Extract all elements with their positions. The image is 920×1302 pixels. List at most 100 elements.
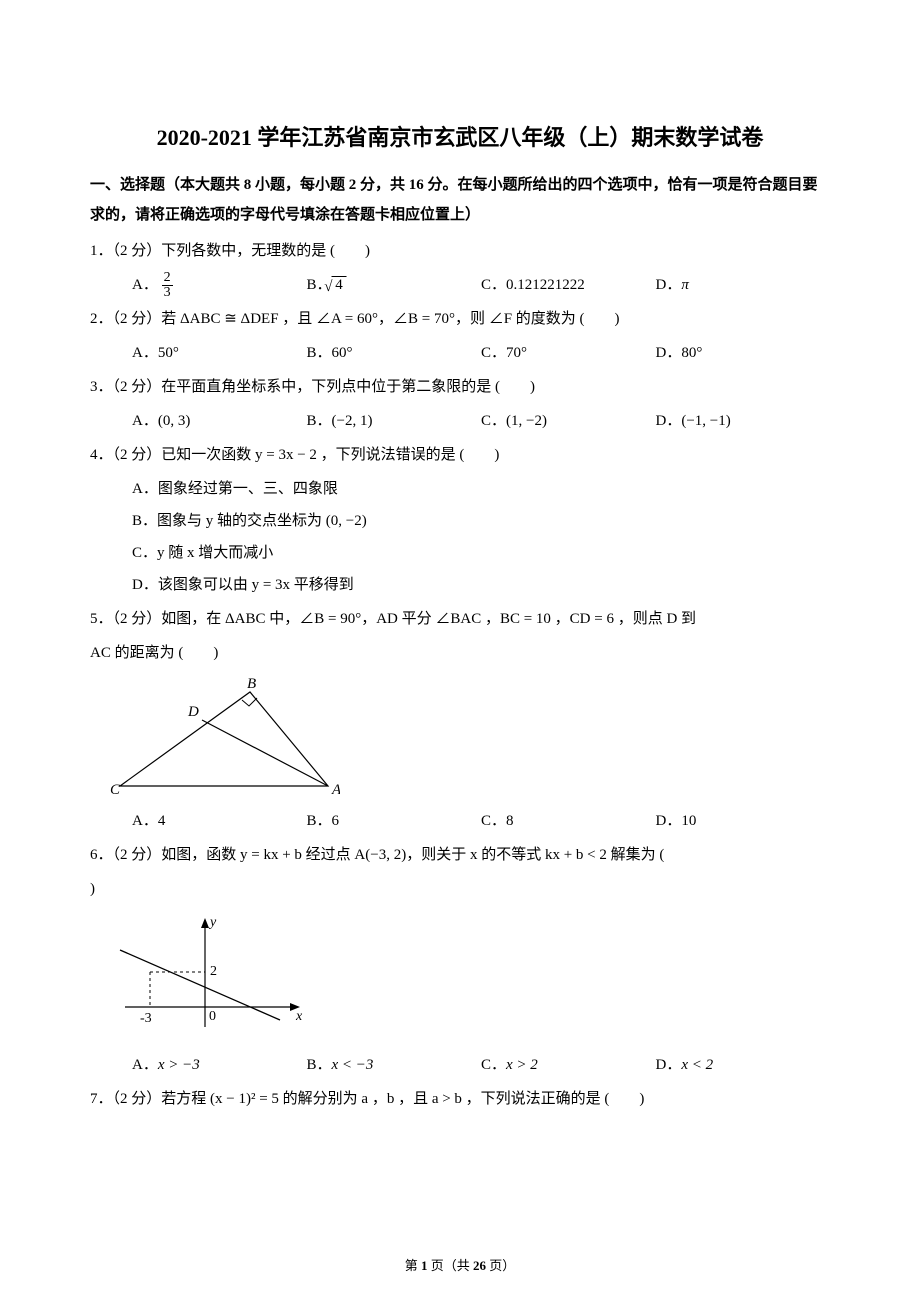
q2-options: A．50° B．60° C．70° D．80° [90, 338, 830, 368]
opt-prefix-a: A． [132, 277, 158, 293]
footer-prefix: 第 [405, 1258, 421, 1273]
opt-prefix-b: B． [307, 413, 332, 429]
q3-a-val: (0, 3) [158, 413, 191, 429]
exam-page: 2020-2021 学年江苏省南京市玄武区八年级（上）期末数学试卷 一、选择题（… [0, 0, 920, 1302]
q1-opt-c: C．0.121221222 [481, 270, 656, 300]
q5-opt-a: A．4 [132, 806, 307, 836]
q5-a-val: 4 [158, 813, 166, 829]
q6-opt-d: D．x < 2 [656, 1050, 831, 1080]
opt-prefix-d: D． [656, 277, 682, 293]
opt-prefix-c: C． [481, 1057, 506, 1073]
q2-a-val: 50° [158, 345, 179, 361]
footer-suffix: 页） [486, 1258, 515, 1273]
opt-prefix-d: D． [656, 413, 682, 429]
q1-opt-d: D．π [656, 270, 831, 300]
q4-opt-c: C．y 随 x 增大而减小 [132, 538, 830, 568]
q1-opt-a: A． 2 3 [132, 270, 307, 300]
section-1-instructions: 一、选择题（本大题共 8 小题，每小题 2 分，共 16 分。在每小题所给出的四… [90, 170, 830, 230]
q5-c-val: 8 [506, 813, 514, 829]
q2-opt-c: C．70° [481, 338, 656, 368]
q2-c-val: 70° [506, 345, 527, 361]
q3-opt-a: A．(0, 3) [132, 406, 307, 436]
opt-prefix-b: B． [307, 1057, 332, 1073]
q4-opt-a: A．图象经过第一、三、四象限 [132, 474, 830, 504]
q6-opt-a: A．x > −3 [132, 1050, 307, 1080]
opt-prefix-d: D． [656, 1057, 682, 1073]
q3-d-val: (−1, −1) [681, 413, 730, 429]
opt-prefix-d: D． [656, 345, 682, 361]
q3-c-val: (1, −2) [506, 413, 547, 429]
q4-opt-b: B．图象与 y 轴的交点坐标为 (0, −2) [132, 506, 830, 536]
q6-stem-line1: 6．（2 分）如图，函数 y = kx + b 经过点 A(−3, 2)，则关于… [90, 840, 830, 870]
q5-options: A．4 B．6 C．8 D．10 [90, 806, 830, 836]
opt-prefix-a: A． [132, 345, 158, 361]
q5-figure: A B C D [110, 676, 830, 798]
q7-stem: 7．（2 分）若方程 (x − 1)² = 5 的解分别为 a ，b ，且 a … [90, 1084, 830, 1114]
q3-opt-d: D．(−1, −1) [656, 406, 831, 436]
q5-b-val: 6 [332, 813, 340, 829]
q3-opt-b: B．(−2, 1) [307, 406, 482, 436]
q5-d-val: 10 [681, 813, 696, 829]
page-footer: 第 1 页（共 26 页） [0, 1255, 920, 1274]
q4-stem: 4．（2 分）已知一次函数 y = 3x − 2 ，下列说法错误的是 ( ) [90, 440, 830, 470]
q6-opt-b: B．x < −3 [307, 1050, 482, 1080]
q3-options: A．(0, 3) B．(−2, 1) C．(1, −2) D．(−1, −1) [90, 406, 830, 436]
q3-stem: 3．（2 分）在平面直角坐标系中，下列点中位于第二象限的是 ( ) [90, 372, 830, 402]
q4-options: A．图象经过第一、三、四象限 B．图象与 y 轴的交点坐标为 (0, −2) C… [90, 474, 830, 600]
tick-2: 2 [210, 964, 217, 979]
q5-opt-b: B．6 [307, 806, 482, 836]
label-b: B [247, 676, 256, 692]
q2-b-val: 60° [332, 345, 353, 361]
q4-opt-d: D．该图象可以由 y = 3x 平移得到 [132, 570, 830, 600]
q5-opt-d: D．10 [656, 806, 831, 836]
axis-x-label: x [295, 1009, 303, 1024]
q1-stem: 1．（2 分）下列各数中，无理数的是 ( ) [90, 236, 830, 266]
opt-prefix-c: C． [481, 413, 506, 429]
label-d: D [187, 704, 199, 720]
footer-total-pages: 26 [473, 1258, 486, 1273]
opt-prefix-c: C． [481, 345, 506, 361]
q2-opt-d: D．80° [656, 338, 831, 368]
opt-prefix-d: D． [656, 813, 682, 829]
q6-c-val: x > 2 [506, 1057, 538, 1073]
q6-figure: y x 2 -3 0 [110, 912, 830, 1042]
axis-y-label: y [208, 915, 217, 930]
fraction-icon: 2 3 [162, 271, 173, 300]
footer-mid: 页（共 [427, 1258, 473, 1273]
opt-prefix-a: A． [132, 413, 158, 429]
q2-opt-a: A．50° [132, 338, 307, 368]
q3-b-val: (−2, 1) [332, 413, 373, 429]
q1-a-numerator: 2 [162, 271, 173, 286]
opt-prefix-a: A． [132, 813, 158, 829]
q2-opt-b: B．60° [307, 338, 482, 368]
q1-d-val: π [681, 277, 689, 293]
q5-opt-c: C．8 [481, 806, 656, 836]
opt-prefix-a: A． [132, 1057, 158, 1073]
q2-d-val: 80° [681, 345, 702, 361]
q2-stem: 2．（2 分）若 ΔABC ≅ ΔDEF ，且 ∠A = 60°，∠B = 70… [90, 304, 830, 334]
opt-prefix-b: B． [307, 345, 332, 361]
q6-a-val: x > −3 [158, 1057, 200, 1073]
q3-opt-c: C．(1, −2) [481, 406, 656, 436]
graph-diagram-icon: y x 2 -3 0 [110, 912, 310, 1042]
q1-options: A． 2 3 B． 4 √ C．0.121221222 D．π [90, 270, 830, 300]
q5-stem-line2: AC 的距离为 ( ) [90, 638, 830, 668]
origin-label: 0 [209, 1009, 216, 1024]
label-c: C [110, 782, 121, 798]
q6-b-val: x < −3 [332, 1057, 374, 1073]
opt-prefix-b: B． [307, 813, 332, 829]
exam-title: 2020-2021 学年江苏省南京市玄武区八年级（上）期末数学试卷 [90, 120, 830, 152]
q6-stem-line2: ) [90, 874, 830, 904]
label-a: A [331, 782, 340, 798]
q1-opt-b: B． 4 √ [307, 270, 482, 300]
q6-options: A．x > −3 B．x < −3 C．x > 2 D．x < 2 [90, 1050, 830, 1080]
q6-d-val: x < 2 [681, 1057, 713, 1073]
q5-stem-line1: 5．（2 分）如图，在 ΔABC 中，∠B = 90°，AD 平分 ∠BAC ，… [90, 604, 830, 634]
tick-neg3: -3 [140, 1011, 152, 1026]
q6-opt-c: C．x > 2 [481, 1050, 656, 1080]
opt-prefix-c: C． [481, 277, 506, 293]
q1-c-val: 0.121221222 [506, 277, 585, 293]
opt-prefix-c: C． [481, 813, 506, 829]
q1-a-denominator: 3 [162, 286, 173, 300]
triangle-diagram-icon: A B C D [110, 676, 340, 798]
